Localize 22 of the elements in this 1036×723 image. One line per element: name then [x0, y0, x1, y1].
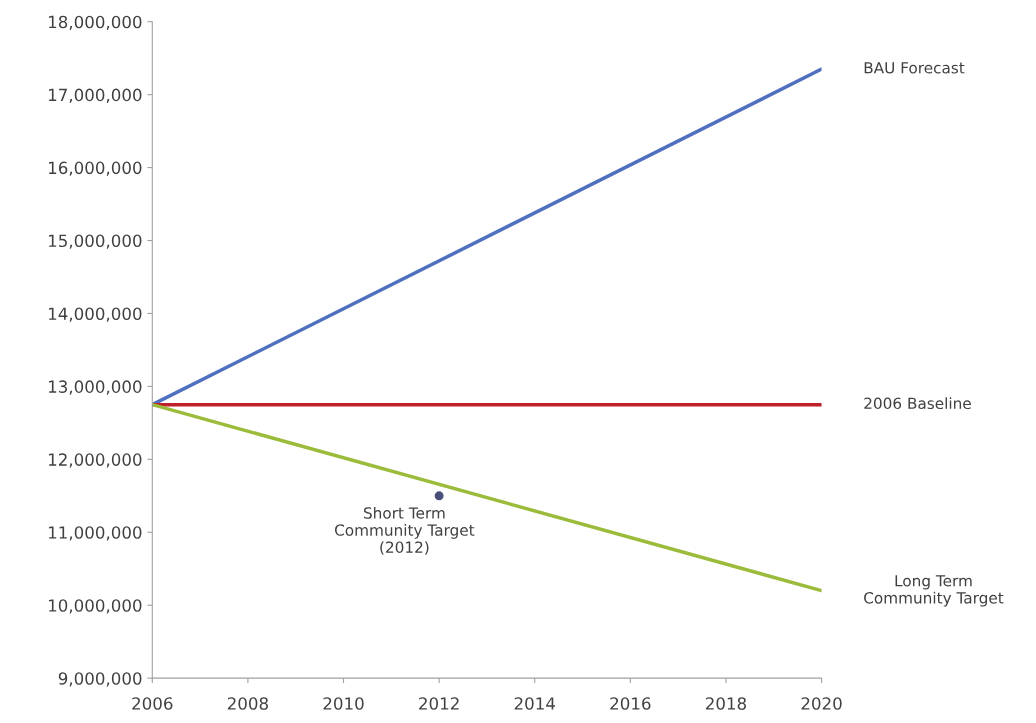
- x-tick-label: 2012: [419, 697, 459, 710]
- y-tick-label: 15,000,000: [48, 234, 142, 249]
- text: Short Term Community Target (2012): [334, 506, 475, 555]
- x-tick-label: 2006: [132, 697, 173, 710]
- y-tick-label: 11,000,000: [48, 526, 142, 541]
- y-tick-label: 17,000,000: [48, 88, 142, 103]
- text: BAU Forecast: [864, 62, 965, 74]
- y-tick-label: 13,000,000: [48, 380, 142, 395]
- y-tick-label: 12,000,000: [48, 453, 142, 468]
- x-tick-label: 2016: [610, 697, 651, 710]
- text: Long Term Community Target: [864, 575, 1004, 607]
- x-tick-label: 2008: [227, 697, 268, 710]
- y-tick-label: 14,000,000: [48, 307, 142, 322]
- y-tick-label: 16,000,000: [48, 161, 142, 176]
- y-tick-label: 9,000,000: [58, 672, 142, 687]
- x-tick-label: 2018: [705, 697, 747, 710]
- y-tick-label: 18,000,000: [48, 15, 142, 30]
- text: 2006 Baseline: [864, 397, 971, 410]
- y-tick-label: 10,000,000: [48, 599, 142, 614]
- x-tick-label: 2010: [323, 697, 364, 710]
- x-tick-label: 2020: [801, 697, 842, 710]
- x-tick-label: 2014: [514, 697, 555, 710]
